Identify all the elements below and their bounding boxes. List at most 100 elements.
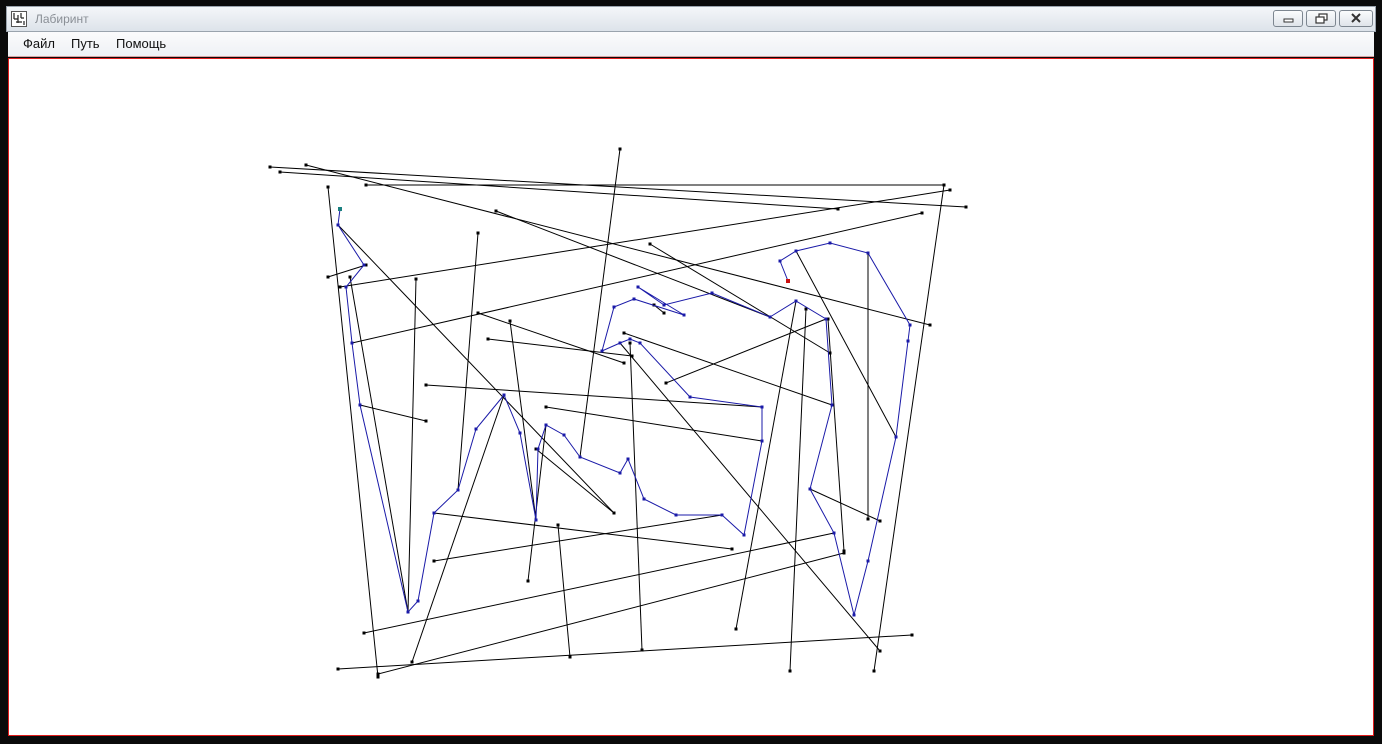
path-node [832,531,836,535]
wall-endpoint [836,207,840,211]
path-node [688,395,692,399]
wall-endpoint [730,547,734,551]
wall-endpoint [734,627,738,631]
path-node [710,291,714,295]
maze-wall [629,342,643,651]
wall-endpoint [628,341,632,345]
wall-endpoint [640,648,644,652]
wall-endpoint [928,323,932,327]
wall-endpoint [486,337,490,341]
path-node [638,341,642,345]
wall-endpoint [364,183,368,187]
maze-wall [579,148,621,458]
path-node [618,341,622,345]
window-title: Лабиринт [35,12,89,26]
maze-wall [349,276,409,613]
maze-wall [339,189,951,288]
maze-wall [665,318,827,384]
wall-endpoint [336,667,340,671]
wall-endpoint [410,660,414,664]
wall-endpoint [622,361,626,365]
maze-wall [337,634,913,670]
path-node [544,423,548,427]
path-node [358,403,362,407]
maze-wall [433,512,733,550]
path-node [824,317,828,321]
path-node [432,511,436,515]
maze-wall [279,171,839,210]
path-node [600,349,604,353]
maze-wall [407,278,417,613]
wall-endpoint [362,631,366,635]
wall-endpoint [878,519,882,523]
path-node [778,259,782,263]
wall-endpoint [268,165,272,169]
wall-endpoint [476,311,480,315]
path-node [336,223,340,227]
maze-wall [789,308,807,672]
wall-endpoint [508,319,512,323]
path-node [768,315,772,319]
minimize-icon [1283,18,1294,23]
wall-endpoint [920,211,924,215]
restore-button[interactable] [1306,10,1336,27]
path-node [760,439,764,443]
maze-wall [795,250,897,438]
wall-endpoint [304,163,308,167]
minimize-button[interactable] [1273,10,1303,27]
path-node [350,341,354,345]
wall-endpoint [842,549,846,553]
wall-endpoint [664,381,668,385]
maze-wall [827,318,845,552]
path-node [682,313,686,317]
wall-endpoint [948,188,952,192]
maze-wall [477,312,625,364]
menu-path[interactable]: Путь [71,36,100,51]
wall-endpoint [278,170,282,174]
maze-wall [305,164,931,326]
path-node [794,299,798,303]
maze-wall [545,406,763,442]
maze-wall [873,184,945,672]
wall-endpoint [804,307,808,311]
wall-endpoint [630,354,634,358]
path-node [518,431,522,435]
wall-endpoint [348,275,352,279]
path-node [852,613,856,617]
maze-wall [535,448,615,514]
maze-drawing [268,147,968,679]
wall-endpoint [910,633,914,637]
end-point [786,279,790,283]
path-node [642,497,646,501]
menu-help[interactable]: Помощь [116,36,167,51]
maze-wall [363,532,835,634]
path-node [474,427,478,431]
path-node [794,249,798,253]
wall-endpoint [494,209,498,213]
maze-wall [337,224,615,514]
maze-wall [557,524,571,658]
maze-wall [327,264,367,278]
menu-file[interactable]: Файл [23,36,55,51]
path-node [632,297,636,301]
maze-canvas[interactable] [8,58,1374,736]
maze-wall [649,243,831,354]
wall-endpoint [612,511,616,515]
path-node [662,303,666,307]
maze-wall [433,514,723,562]
path-node [894,435,898,439]
wall-endpoint [544,405,548,409]
path-node [456,488,460,492]
wall-endpoint [432,559,436,563]
close-icon [1351,13,1361,23]
close-button[interactable] [1339,10,1373,27]
path-node [720,513,724,517]
path-node [760,405,764,409]
solution-path [337,208,911,616]
start-point [338,207,342,211]
maze-wall [411,394,505,663]
path-node [636,285,640,289]
title-bar[interactable]: Лабиринт [6,6,1376,32]
maze-wall [809,488,881,522]
